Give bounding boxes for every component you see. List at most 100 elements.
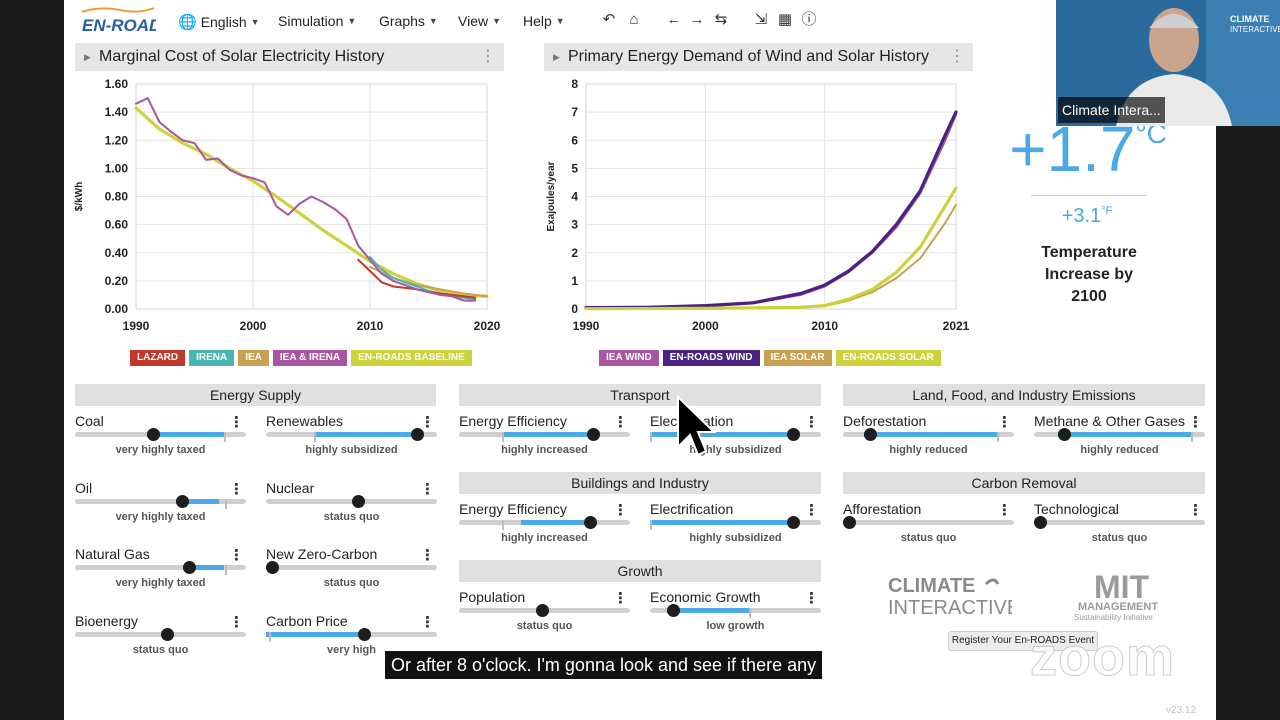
menu-language[interactable]: 🌐 English ▼ bbox=[178, 13, 260, 31]
slider-knob[interactable] bbox=[583, 516, 597, 529]
graph-left-header[interactable]: ▶ Marginal Cost of Solar Electricity His… bbox=[75, 43, 504, 71]
legend-chip-lazard[interactable]: LAZARD bbox=[130, 350, 186, 366]
kebab-menu-icon[interactable]: ⋮ bbox=[1188, 502, 1203, 519]
register-event-button[interactable]: Register Your En-ROADS Event bbox=[948, 631, 1098, 651]
kebab-menu-icon[interactable]: ⋮ bbox=[420, 547, 435, 564]
legend-chip-iea-solar[interactable]: IEA SOLAR bbox=[763, 350, 832, 366]
kebab-menu-icon[interactable]: ⋮ bbox=[613, 414, 628, 431]
slider-knob[interactable] bbox=[843, 516, 856, 529]
kebab-menu-icon[interactable]: ⋮ bbox=[480, 48, 496, 65]
slider-knob[interactable] bbox=[786, 516, 800, 529]
menu-view[interactable]: View ▼ bbox=[458, 13, 501, 29]
slider-knob[interactable] bbox=[587, 428, 601, 441]
slider-knob[interactable] bbox=[411, 428, 425, 441]
menu-help[interactable]: Help ▼ bbox=[523, 13, 565, 29]
kebab-menu-icon[interactable]: ⋮ bbox=[1188, 414, 1203, 431]
legend-chip-iea-wind[interactable]: IEA WIND bbox=[599, 350, 659, 366]
legend-chip-en-roads-baseline[interactable]: EN-ROADS BASELINE bbox=[351, 350, 472, 366]
table-icon[interactable]: ▦ bbox=[777, 11, 793, 28]
slider-buildings-electrification[interactable]: Electrification ⋮ highly subsidized bbox=[650, 501, 821, 561]
kebab-menu-icon[interactable]: ⋮ bbox=[997, 502, 1012, 519]
refresh-icon[interactable]: ⇆ bbox=[714, 11, 728, 28]
kebab-menu-icon[interactable]: ⋮ bbox=[997, 414, 1012, 431]
slider-new-zero-carbon[interactable]: New Zero-Carbon ⋮ status quo bbox=[266, 546, 437, 606]
slider-knob[interactable] bbox=[667, 604, 681, 617]
slider-fill bbox=[667, 608, 750, 613]
slider-track[interactable] bbox=[75, 565, 246, 570]
slider-bioenergy[interactable]: Bioenergy ⋮ status quo bbox=[75, 613, 246, 673]
slider-natural-gas[interactable]: Natural Gas ⋮ very highly taxed bbox=[75, 546, 246, 606]
kebab-menu-icon[interactable]: ⋮ bbox=[229, 481, 244, 498]
slider-knob[interactable] bbox=[266, 561, 279, 574]
graph-right-header[interactable]: ▶ Primary Energy Demand of Wind and Sola… bbox=[544, 43, 973, 71]
participant-name-label: Climate Intera... bbox=[1058, 97, 1165, 123]
kebab-menu-icon[interactable]: ⋮ bbox=[613, 502, 628, 519]
kebab-menu-icon[interactable]: ⋮ bbox=[229, 547, 244, 564]
kebab-menu-icon[interactable]: ⋮ bbox=[420, 614, 435, 631]
kebab-menu-icon[interactable]: ⋮ bbox=[420, 414, 435, 431]
kebab-menu-icon[interactable]: ⋮ bbox=[420, 481, 435, 498]
slider-track[interactable] bbox=[843, 520, 1014, 525]
kebab-menu-icon[interactable]: ⋮ bbox=[229, 414, 244, 431]
slider-knob[interactable] bbox=[863, 428, 877, 441]
zoom-participant-video[interactable]: CLIMATE INTERACTIVE Climate Intera... bbox=[1056, 0, 1280, 126]
slider-knob[interactable] bbox=[1034, 516, 1047, 529]
menu-simulation[interactable]: Simulation ▼ bbox=[278, 13, 356, 29]
menu-graphs[interactable]: Graphs ▼ bbox=[379, 13, 438, 29]
compress-icon[interactable]: ⇲ bbox=[754, 11, 768, 28]
slider-knob[interactable] bbox=[182, 561, 196, 574]
legend-chip-iea-irena[interactable]: IEA & IRENA bbox=[272, 350, 348, 366]
slider-oil[interactable]: Oil ⋮ very highly taxed bbox=[75, 480, 246, 540]
kebab-menu-icon[interactable]: ⋮ bbox=[804, 502, 819, 519]
kebab-menu-icon[interactable]: ⋮ bbox=[949, 48, 965, 65]
legend-chip-irena[interactable]: IRENA bbox=[189, 350, 235, 366]
slider-knob[interactable] bbox=[146, 428, 160, 441]
slider-knob[interactable] bbox=[358, 628, 372, 641]
slider-knob[interactable] bbox=[351, 495, 365, 508]
slider-population[interactable]: Population ⋮ status quo bbox=[459, 589, 630, 649]
panel-transport: Transport bbox=[459, 384, 821, 406]
legend-chip-en-roads-solar[interactable]: EN-ROADS SOLAR bbox=[835, 350, 941, 366]
slider-status: very highly taxed bbox=[115, 577, 206, 589]
slider-renewables[interactable]: Renewables ⋮ highly subsidized bbox=[266, 413, 437, 473]
slider-track[interactable] bbox=[75, 499, 246, 504]
slider-buildings-efficiency[interactable]: Energy Efficiency ⋮ highly increased bbox=[459, 501, 630, 561]
legend-chip-en-roads-wind[interactable]: EN-ROADS WIND bbox=[662, 350, 760, 366]
forward-icon[interactable]: → bbox=[689, 11, 705, 28]
kebab-menu-icon[interactable]: ⋮ bbox=[804, 590, 819, 607]
slider-knob[interactable] bbox=[535, 604, 549, 617]
undo-icon[interactable]: ↶ bbox=[602, 11, 616, 28]
slider-carbon-price[interactable]: Carbon Price ⋮ very high bbox=[266, 613, 437, 673]
y-tick-label: 1.00 bbox=[105, 161, 129, 175]
slider-track[interactable] bbox=[266, 565, 437, 570]
slider-knob[interactable] bbox=[160, 628, 174, 641]
slider-knob[interactable] bbox=[1057, 428, 1071, 441]
slider-afforestation[interactable]: Afforestation ⋮ status quo bbox=[843, 501, 1014, 561]
climate-interactive-logo[interactable]: CLIMATE INTERACTIVE bbox=[882, 570, 1020, 620]
slider-transport-efficiency[interactable]: Energy Efficiency ⋮ highly increased bbox=[459, 413, 630, 473]
slider-nuclear[interactable]: Nuclear ⋮ status quo bbox=[266, 480, 437, 540]
slider-coal[interactable]: Coal ⋮ very highly taxed bbox=[75, 413, 246, 473]
legend-chip-iea[interactable]: IEA bbox=[238, 350, 269, 366]
slider-track[interactable] bbox=[1034, 520, 1205, 525]
slider-reference-tick bbox=[501, 520, 504, 530]
mit-management-logo[interactable]: MIT MANAGEMENT Sustainability Initiative bbox=[1074, 568, 1184, 624]
kebab-menu-icon[interactable]: ⋮ bbox=[229, 614, 244, 631]
en-roads-logo[interactable]: EN-ROADS bbox=[80, 6, 173, 36]
expand-triangle-icon[interactable]: ▶ bbox=[84, 52, 91, 62]
slider-knob[interactable] bbox=[175, 495, 189, 508]
slider-deforestation[interactable]: Deforestation ⋮ highly reduced bbox=[843, 413, 1014, 473]
slider-label: Economic Growth bbox=[650, 589, 761, 605]
info-icon[interactable]: ⓘ bbox=[801, 11, 817, 28]
slider-reference-tick bbox=[269, 632, 272, 642]
kebab-menu-icon[interactable]: ⋮ bbox=[613, 590, 628, 607]
back-icon[interactable]: ← bbox=[666, 11, 682, 28]
kebab-menu-icon[interactable]: ⋮ bbox=[804, 414, 819, 431]
slider-economic-growth[interactable]: Economic Growth ⋮ low growth bbox=[650, 589, 821, 649]
mit-logo-graphic: MIT MANAGEMENT Sustainability Initiative bbox=[1074, 569, 1158, 622]
slider-technological[interactable]: Technological ⋮ status quo bbox=[1034, 501, 1205, 561]
slider-methane[interactable]: Methane & Other Gases ⋮ highly reduced bbox=[1034, 413, 1205, 473]
expand-triangle-icon[interactable]: ▶ bbox=[553, 52, 560, 62]
slider-knob[interactable] bbox=[786, 428, 800, 441]
home-icon[interactable]: ⌂ bbox=[629, 11, 639, 28]
